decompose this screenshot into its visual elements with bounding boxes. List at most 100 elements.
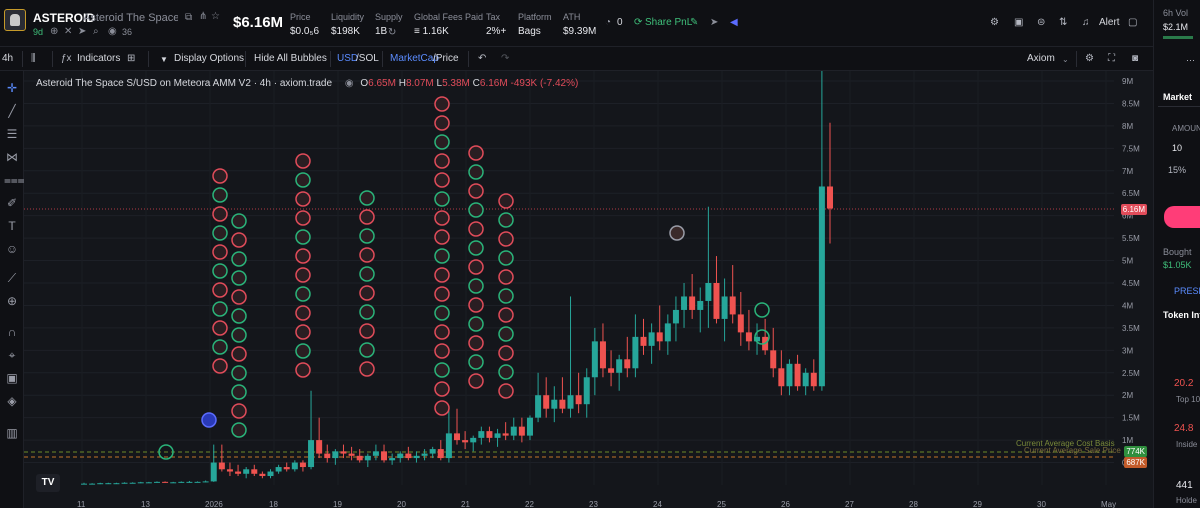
web-icon[interactable]: ⊕ <box>50 26 59 37</box>
alert-button[interactable]: Alert <box>1099 17 1120 28</box>
preset-tab[interactable]: PRESE <box>1174 286 1200 296</box>
chart-toolbar: 4h ⫼ ƒx Indicators ⊞ ▼ Display Options H… <box>0 47 1153 71</box>
crosshair-icon[interactable]: ✛ <box>6 81 18 95</box>
zoom-in-icon[interactable]: ⊕ <box>6 294 18 308</box>
candle-body <box>454 433 460 441</box>
price-toggle[interactable]: /Price <box>433 53 459 64</box>
marketcap-toggle[interactable]: MarketCap <box>390 53 439 64</box>
candle-body <box>745 332 752 342</box>
trade-bubble <box>231 232 247 248</box>
redo-icon[interactable]: ↷ <box>501 53 510 64</box>
market-tab[interactable]: Market <box>1163 92 1193 102</box>
stat-global-fees: Global Fees Paid ≡ 1.16K <box>414 12 483 37</box>
trendline-icon[interactable]: ╱ <box>8 104 16 118</box>
stat-tax: Tax 2%+ <box>486 12 506 37</box>
eye-icon: ◉ <box>108 26 117 37</box>
x-tick-label: 11 <box>77 500 86 508</box>
chart-canvas[interactable]: 9M 8.5M 8M 7.5M 7M 6.5M 6M 5.5M 5M 4.5M 4M 3.5M 3M 2.… <box>24 71 1153 508</box>
x-tick-label: 21 <box>461 500 470 508</box>
token-name[interactable]: Asteroid The Space Shi... <box>83 12 178 24</box>
trade-bubble <box>295 343 311 359</box>
candle-body <box>413 455 420 459</box>
text-tool-icon[interactable]: T <box>8 219 16 233</box>
candle-body <box>186 481 193 483</box>
screenshot-icon[interactable]: ◙ <box>1132 53 1139 64</box>
indicators-button[interactable]: Indicators <box>77 53 121 64</box>
more-icon[interactable]: ⋯ <box>1186 55 1195 65</box>
candle-body <box>348 453 355 456</box>
lock-drawings-icon[interactable]: ⌖ <box>8 348 16 362</box>
price-chart[interactable]: 9M 8.5M 8M 7.5M 7M 6.5M 6M 5.5M 5M 4.5M 4M 3.5M 3M 2.… <box>24 71 1153 508</box>
refresh-icon[interactable]: ↻ <box>388 27 397 38</box>
display-options-button[interactable]: Display Options <box>174 53 245 64</box>
buy-button[interactable] <box>1164 206 1200 228</box>
star-icon[interactable]: ☆ <box>211 11 220 22</box>
sol-toggle[interactable]: /SOL <box>356 53 379 64</box>
divider <box>382 51 383 67</box>
candle-body <box>486 431 493 438</box>
trash-icon[interactable]: ▥ <box>6 426 18 440</box>
token-avatar[interactable] <box>4 9 26 31</box>
fib-icon[interactable]: ⩶ <box>4 173 25 187</box>
layout-icon[interactable]: ⊞ <box>127 53 136 64</box>
share-icon[interactable]: ⋔ <box>199 11 208 22</box>
hide-bubbles-button[interactable]: Hide All Bubbles <box>254 53 327 64</box>
fullscreen-icon[interactable]: ⛶ <box>1108 53 1115 64</box>
emoji-icon[interactable]: ☺ <box>5 242 19 256</box>
trade-bubble <box>434 248 450 264</box>
telegram-share-icon[interactable]: ➤ <box>710 17 719 28</box>
trade-bubble <box>231 365 247 381</box>
share-pnl-button[interactable]: Share PnL <box>645 17 693 28</box>
candle-body <box>381 451 388 461</box>
chart-source-select[interactable]: Axiom <box>1027 53 1055 64</box>
trade-bubble <box>295 153 311 169</box>
telegram-icon[interactable]: ➤ <box>78 26 87 37</box>
copy-icon[interactable]: ⧉ <box>185 12 193 23</box>
announce-icon[interactable]: ◀ <box>730 17 738 28</box>
candle-body <box>502 433 509 436</box>
trade-bubble <box>468 202 484 218</box>
window-icon[interactable]: ▢ <box>1128 17 1138 28</box>
amount-input[interactable]: 10 <box>1172 143 1183 153</box>
search-icon[interactable]: ⌕ <box>93 26 99 37</box>
stat-value: $9.39M <box>563 26 597 37</box>
magnet-icon[interactable]: ∩ <box>7 325 17 339</box>
sort-icon[interactable]: ⇅ <box>1059 17 1068 28</box>
interval-selector[interactable]: 4h <box>2 53 14 64</box>
ruler-icon[interactable]: ⟋ <box>7 271 17 285</box>
candle-body <box>364 455 371 461</box>
chart-settings-icon[interactable]: ⚙ <box>1085 53 1094 64</box>
candle-body <box>275 467 282 472</box>
insiders-value: 24.8 <box>1174 423 1194 434</box>
brush-icon[interactable]: ✐ <box>6 196 18 210</box>
chart-legend: Asteroid The Space S/USD on Meteora AMM … <box>36 78 579 89</box>
candle-body <box>308 440 315 468</box>
y-tick-label: 4.5M <box>1122 279 1140 288</box>
y-tick-label: 6.5M <box>1122 189 1140 198</box>
trade-bubble <box>212 244 228 260</box>
settings-icon[interactable]: ⚙ <box>990 17 999 28</box>
visibility-icon[interactable]: ◈ <box>7 394 17 408</box>
trade-bubble <box>231 270 247 286</box>
candle-type-icon[interactable]: ⫼ <box>31 53 36 64</box>
horizontal-lines-icon[interactable]: ☰ <box>6 127 18 141</box>
eye-toggle-icon[interactable]: ◉ <box>344 78 354 89</box>
tradingview-logo[interactable]: TV <box>36 474 60 492</box>
pitchfork-icon[interactable]: ⋈ <box>6 150 18 164</box>
pin-icon[interactable]: ✎ <box>690 17 699 28</box>
undo-icon[interactable]: ↶ <box>478 53 487 64</box>
chevron-down-icon: ⌄ <box>1062 55 1069 64</box>
candle-body <box>210 462 217 482</box>
coin-icon[interactable]: ⊜ <box>1037 17 1046 28</box>
stat-ath: ATH $9.39M <box>563 12 596 37</box>
twitter-icon[interactable]: ✕ <box>64 26 73 37</box>
token-symbol[interactable]: ASTEROID <box>33 11 96 25</box>
wallet-icon[interactable]: ▣ <box>1014 17 1024 28</box>
avg-cost-label: Current Average Cost Basis <box>1016 439 1115 448</box>
slippage-value[interactable]: 15% <box>1168 165 1187 175</box>
watch-icon[interactable]: ◔ <box>605 17 612 28</box>
lock-icon[interactable]: ▣ <box>6 371 18 385</box>
y-tick-label: 7M <box>1122 167 1133 176</box>
trade-bubble <box>434 191 450 207</box>
usd-toggle[interactable]: USD <box>337 53 359 64</box>
